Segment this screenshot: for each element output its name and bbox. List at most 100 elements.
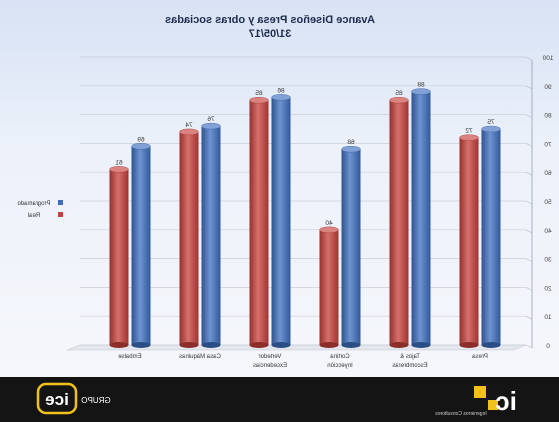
bar-body — [319, 229, 339, 345]
ic-logo-caption: Ingenieros Consultores — [435, 411, 487, 417]
grupo-ice-logo-text: ice — [45, 390, 69, 409]
bar-bottom — [411, 342, 431, 348]
bar-top — [249, 96, 269, 104]
data-label: 85 — [255, 90, 263, 97]
data-label: 72 — [465, 128, 473, 135]
data-label: 69 — [137, 136, 145, 143]
bar-top — [271, 94, 291, 101]
bar-real-5 — [459, 134, 479, 348]
y-tick-label: 70 — [544, 141, 552, 148]
axis-layer: 0 10 20 30 40 50 60 70 80 90 100 Embalse Casa Máquin… — [66, 55, 553, 369]
bar-layer: 61 69 74 76 85 86 40 68 85 88 72 75 — [109, 82, 501, 348]
y-tick-label: 0 — [546, 343, 550, 350]
bar-real-2 — [249, 96, 269, 348]
bar-real-4 — [389, 96, 409, 348]
gridline-side — [525, 56, 533, 61]
x-tick-label: Presa — [472, 354, 488, 360]
bar-bottom — [271, 342, 291, 348]
gridline-side — [525, 258, 533, 262]
bar-body — [109, 169, 129, 345]
bar-bottom — [459, 342, 479, 348]
gridline-side — [525, 315, 533, 320]
bar-bottom — [179, 342, 199, 348]
bar-body — [459, 137, 479, 345]
bar-bottom — [131, 342, 151, 348]
data-label: 68 — [347, 139, 355, 146]
bar-bottom — [109, 342, 129, 348]
bar-top — [341, 145, 361, 153]
bar-top — [131, 143, 151, 150]
bar-bottom — [249, 342, 269, 348]
x-tick-label: Casa Máquinas — [179, 354, 221, 360]
bar-bottom — [481, 342, 501, 348]
bar-programado-5 — [481, 125, 501, 348]
x-tick-label: Cortina — [330, 354, 350, 360]
bar-body — [179, 131, 199, 345]
bar-top — [411, 88, 431, 95]
legend-swatch-real — [58, 212, 63, 217]
x-tick-label: Tajos & — [400, 354, 420, 360]
x-tick-label: Escombreras — [392, 363, 427, 369]
y-tick-label: 60 — [544, 170, 552, 177]
bar-body — [131, 146, 151, 345]
bar-body — [249, 100, 269, 345]
bar-top — [459, 134, 479, 141]
title-layer: Avance Diseños Presa y obras sociadas 31/… — [165, 14, 375, 40]
bar-programado-3 — [341, 145, 361, 348]
legend-label-real: Real — [28, 213, 40, 219]
legend-layer: Programado Real — [17, 200, 63, 219]
x-tick-label: Embalse — [118, 354, 142, 360]
bar-body — [411, 91, 431, 345]
bar-programado-2 — [271, 94, 291, 348]
data-label: 85 — [395, 90, 403, 97]
data-label: 75 — [487, 119, 495, 126]
x-tick-label: Vertedor — [259, 354, 282, 360]
bar-top — [481, 125, 501, 133]
gridline-side — [525, 344, 533, 349]
bar-programado-1 — [201, 122, 221, 348]
bar-real-0 — [109, 166, 129, 348]
bar-top — [319, 226, 339, 234]
gridline-side — [525, 229, 533, 234]
bar-body — [201, 126, 221, 346]
footer-logos: ice GRUPO ic Ingenieros Consultores — [36, 382, 517, 417]
gridline-side — [525, 200, 533, 205]
bar-programado-4 — [411, 88, 431, 348]
grupo-ice-caption: GRUPO — [81, 396, 110, 405]
bar-body — [271, 97, 291, 345]
y-tick-label: 30 — [544, 257, 552, 264]
bar-body — [389, 100, 409, 345]
grupo-ice-logo: ice GRUPO — [36, 382, 111, 415]
data-label: 88 — [417, 82, 425, 89]
y-tick-label: 90 — [544, 84, 552, 91]
x-tick-label: Excedencias — [253, 363, 287, 369]
bar-real-3 — [319, 226, 339, 348]
chart-subtitle: 31/05/17 — [249, 28, 292, 40]
bar-bottom — [319, 342, 339, 348]
y-tick-label: 20 — [544, 285, 552, 292]
bar-bottom — [389, 342, 409, 348]
footer-bar: ice GRUPO ic Ingenieros Consultores — [0, 377, 559, 422]
gridline-side — [525, 287, 533, 291]
data-label: 61 — [115, 159, 123, 166]
bar-programado-0 — [131, 143, 151, 348]
bar-bottom — [201, 342, 221, 348]
bar-chart: Avance Diseños Presa y obras sociadas 31/… — [17, 14, 554, 369]
data-label: 40 — [325, 220, 333, 227]
bar-bottom — [341, 342, 361, 348]
y-tick-label: 50 — [544, 199, 552, 206]
y-tick-label: 40 — [544, 228, 552, 235]
gridline-side — [525, 171, 533, 176]
legend-swatch-programado — [58, 200, 63, 205]
gridline-side — [525, 114, 533, 118]
bar-top — [389, 96, 409, 104]
chart-title: Avance Diseños Presa y obras sociadas — [165, 14, 375, 26]
y-tick-label: 100 — [542, 55, 553, 62]
gridline-side — [525, 85, 533, 90]
y-tick-label: 10 — [544, 314, 552, 321]
bar-body — [341, 149, 361, 345]
data-label: 76 — [207, 116, 215, 123]
data-label: 74 — [185, 122, 193, 129]
ic-logo-text: ic — [495, 386, 517, 416]
